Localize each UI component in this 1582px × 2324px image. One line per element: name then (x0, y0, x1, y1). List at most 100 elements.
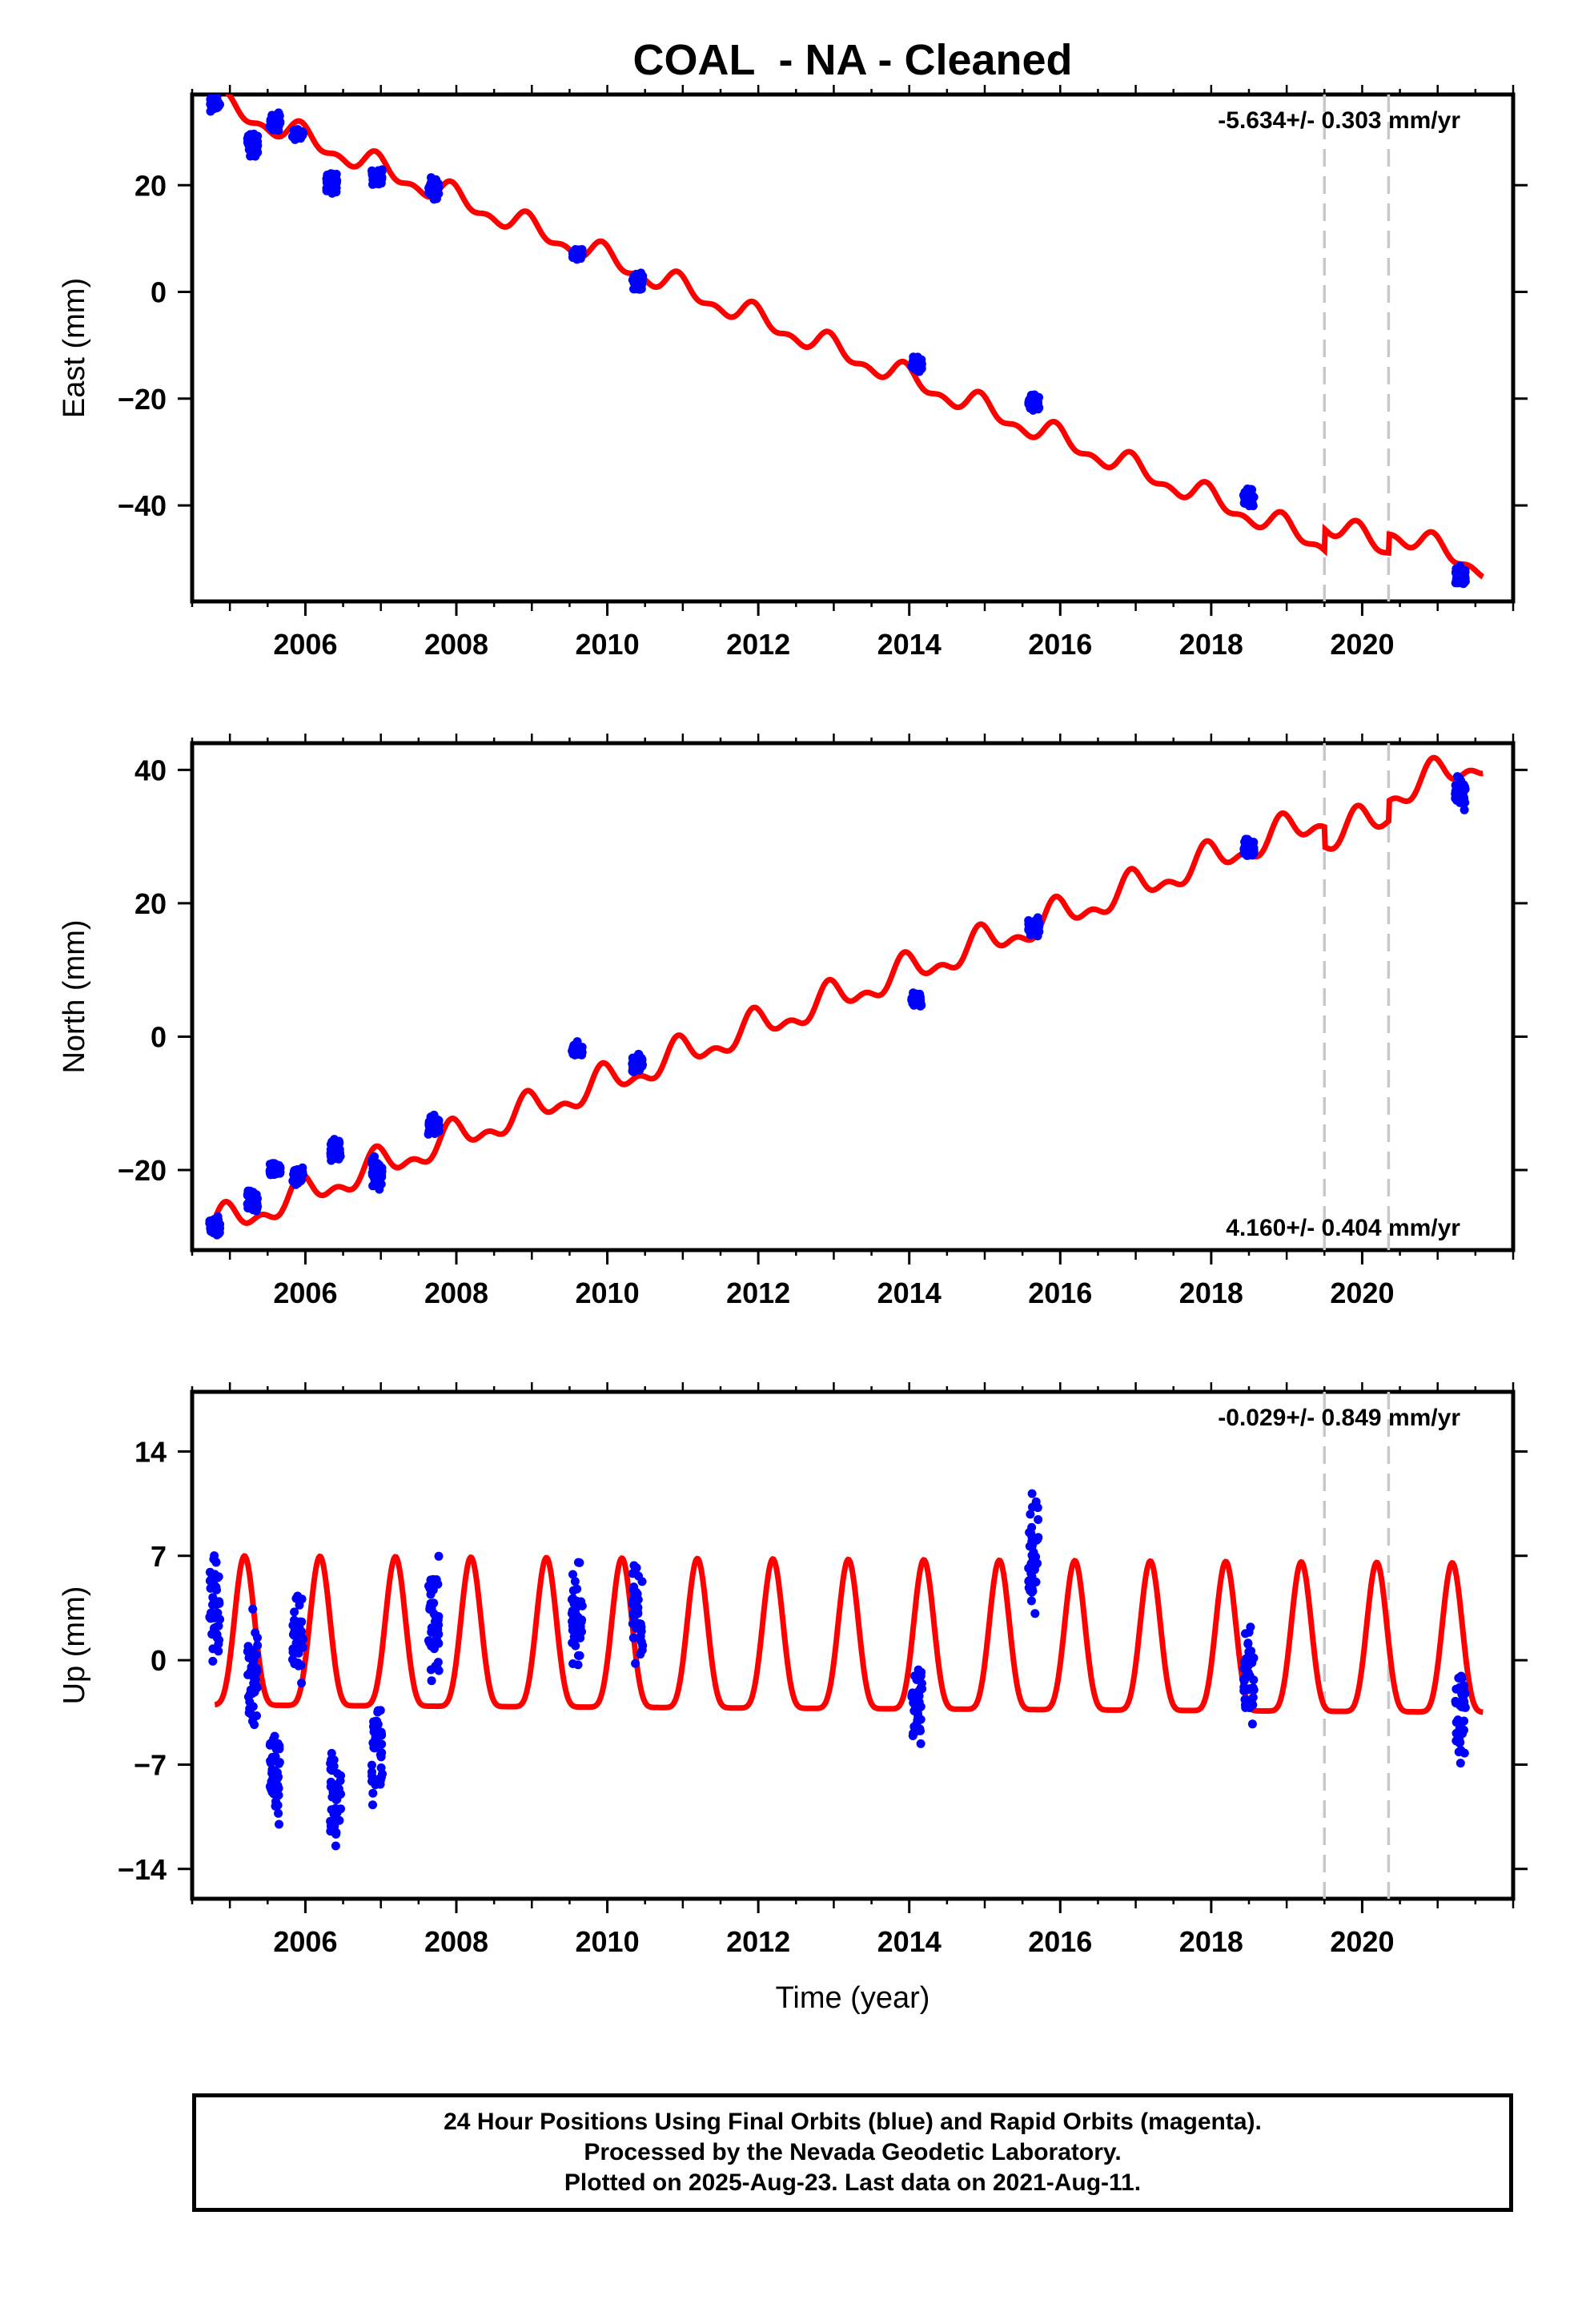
data-point (628, 1059, 637, 1068)
data-point (251, 1200, 261, 1210)
x-tick-label: 2006 (273, 1925, 337, 1958)
data-point (208, 1600, 217, 1610)
data-point (1242, 1666, 1251, 1675)
data-point (575, 1651, 584, 1660)
data-point (1247, 1719, 1257, 1729)
data-point (266, 1168, 275, 1178)
data-point (1239, 1686, 1249, 1695)
data-point (572, 1597, 582, 1606)
data-point (211, 1225, 220, 1235)
data-point (275, 1819, 283, 1829)
data-point (326, 1827, 335, 1836)
chart-panel-2: 2006 2008 2010 2012 2014 2016 2018 2020 40 20 0 −20… (58, 734, 1528, 1309)
rate-label: 4.160+/- 0.404 mm/yr (1226, 1215, 1460, 1241)
data-point (271, 1790, 281, 1799)
x-tick-label: 2006 (273, 628, 337, 661)
data-point (292, 1623, 302, 1633)
data-point (629, 1613, 639, 1622)
x-tick-label: 2014 (877, 628, 942, 661)
data-point (1454, 1727, 1464, 1736)
data-point (1455, 782, 1464, 792)
data-point (1031, 1552, 1041, 1562)
data-point (368, 1788, 378, 1798)
data-point (209, 1554, 219, 1564)
plot-frame (190, 741, 1516, 1252)
y-axis-title: Up (mm) (58, 1586, 91, 1705)
data-point (1241, 1703, 1251, 1712)
data-point (1027, 1584, 1037, 1594)
data-point (424, 1581, 433, 1590)
x-tick-label: 2008 (424, 628, 488, 661)
data-point (1031, 399, 1041, 408)
data-point (570, 1577, 580, 1586)
data-point (913, 352, 922, 362)
plot-frame (190, 92, 1516, 604)
data-point (290, 1615, 299, 1625)
data-point (914, 1687, 924, 1696)
y-tick-label: 40 (135, 754, 167, 786)
data-point (568, 248, 578, 258)
data-point (271, 1752, 280, 1761)
data-point (634, 1571, 643, 1581)
data-point (1028, 1536, 1038, 1546)
data-point (628, 1599, 637, 1609)
x-tick-label: 2012 (726, 628, 790, 661)
y-axis-title: East (mm) (58, 278, 91, 418)
data-point (1453, 576, 1463, 585)
data-point (917, 1679, 926, 1688)
data-point (1247, 848, 1256, 858)
data-point (428, 1574, 438, 1584)
data-point (912, 990, 921, 999)
data-point (1024, 1577, 1034, 1586)
y-tick-label: 7 (151, 1540, 167, 1573)
x-tick-label: 2018 (1179, 628, 1243, 661)
data-point (1026, 1529, 1036, 1538)
data-point (424, 183, 434, 193)
data-point (243, 1647, 252, 1656)
data-point (205, 1612, 215, 1622)
observation-points (206, 94, 1470, 589)
data-point (577, 1048, 587, 1058)
time-series-plots: 2006 2008 2010 2012 2014 2016 2018 2020200−20−4… (58, 85, 1528, 2015)
data-point (571, 1641, 580, 1651)
data-point (274, 121, 283, 131)
data-point (329, 1755, 339, 1765)
data-point (243, 134, 252, 143)
data-point (1454, 1673, 1464, 1683)
data-point (1456, 798, 1465, 807)
y-tick-label: 0 (151, 1020, 167, 1053)
x-tick-label: 2020 (1330, 1925, 1394, 1958)
data-point (375, 1160, 384, 1170)
data-point (243, 1692, 253, 1702)
data-point (249, 129, 259, 139)
data-point (568, 1047, 578, 1056)
data-point (432, 179, 442, 189)
data-point (206, 107, 215, 116)
data-point (1245, 1656, 1255, 1665)
x-tick-label: 2012 (726, 1925, 790, 1958)
data-point (424, 1636, 433, 1646)
y-tick-label: 0 (151, 276, 167, 309)
data-point (215, 1614, 225, 1624)
data-point (431, 1617, 440, 1626)
data-point (288, 1630, 298, 1639)
data-point (326, 170, 335, 179)
data-point (331, 1803, 340, 1813)
data-point (333, 1138, 343, 1148)
data-point (290, 1607, 299, 1617)
data-point (368, 1738, 378, 1747)
x-tick-label: 2014 (877, 1277, 942, 1309)
data-point (323, 182, 333, 191)
footer-box: 24 Hour Positions Using Final Orbits (bl… (192, 2093, 1513, 2212)
x-axis-title: Time (year) (776, 1981, 930, 2015)
data-point (908, 1731, 917, 1740)
data-point (298, 1642, 307, 1652)
data-point (1248, 1700, 1258, 1710)
data-point (916, 1739, 926, 1748)
data-point (910, 1693, 920, 1703)
y-axis-title: North (mm) (58, 919, 91, 1073)
x-tick-label: 2018 (1179, 1925, 1243, 1958)
data-point (207, 98, 217, 107)
x-tick-label: 2020 (1330, 628, 1394, 661)
data-point (568, 1570, 577, 1579)
